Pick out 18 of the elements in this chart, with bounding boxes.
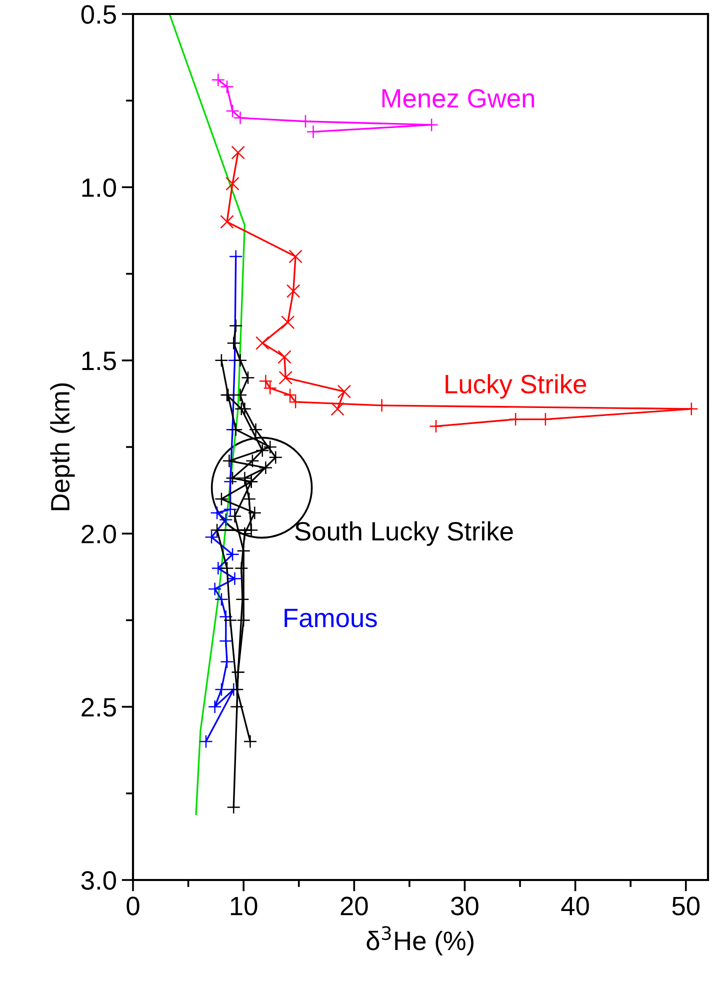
x-tick-label: 50 bbox=[672, 896, 700, 916]
y-tick-label: 1.5 bbox=[82, 352, 116, 370]
series-label: South Lucky Strike bbox=[295, 521, 513, 546]
x-tick-label: 10 bbox=[230, 896, 258, 916]
text: Lucky Strike bbox=[446, 374, 586, 399]
y-tick-label: 2.5 bbox=[82, 698, 116, 717]
y-axis-title: Depth (km) bbox=[50, 383, 75, 510]
y-tick-label: 0.5 bbox=[81, 5, 116, 24]
y-tick-label: 1.0 bbox=[82, 178, 116, 198]
y-tick-label: 3.0 bbox=[81, 871, 116, 890]
x-tick-label: 0 bbox=[126, 896, 140, 916]
y-tick-label: 2.0 bbox=[82, 524, 116, 544]
x-tick-label: 20 bbox=[340, 896, 368, 916]
series-label: Menez Gwen bbox=[382, 88, 534, 108]
x-axis-title: δ$^{3}$He (%) bbox=[366, 926, 474, 956]
x-tick-label: 30 bbox=[451, 896, 478, 916]
series-label: Famous bbox=[284, 608, 377, 628]
x-tick-label: 40 bbox=[561, 896, 589, 916]
